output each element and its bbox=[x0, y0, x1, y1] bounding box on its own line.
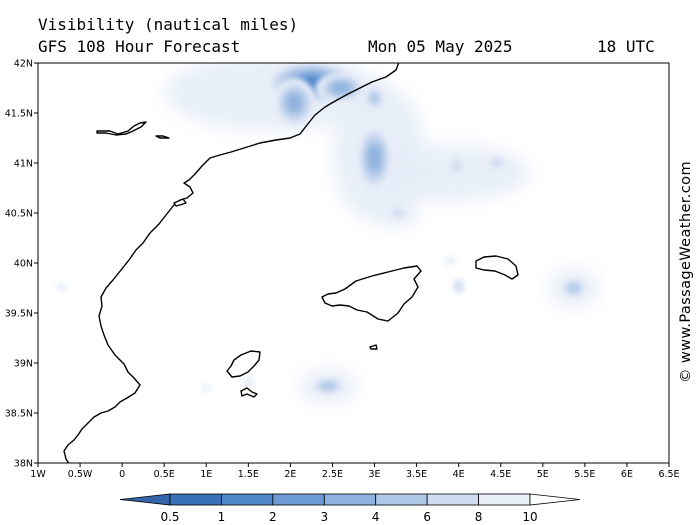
colorbar-segment bbox=[375, 493, 428, 506]
y-tick-label: 41N bbox=[14, 159, 33, 170]
visibility-patch bbox=[455, 281, 463, 291]
forecast-date: Mon 05 May 2025 bbox=[368, 37, 513, 56]
x-tick-label: 5E bbox=[537, 469, 549, 480]
x-tick-label: 2E bbox=[284, 469, 296, 480]
map-title: Visibility (nautical miles) bbox=[38, 15, 299, 34]
x-tick-label: 5.5E bbox=[574, 469, 595, 480]
visibility-patch bbox=[332, 82, 350, 94]
visibility-patch bbox=[445, 256, 456, 266]
colorbar-label: 10 bbox=[522, 510, 538, 524]
formentera-island bbox=[240, 387, 258, 398]
x-tick-label: 1W bbox=[30, 469, 46, 480]
colorbar-label: 4 bbox=[371, 510, 380, 524]
visibility-patch bbox=[391, 208, 405, 218]
longitude-axis: 1W 0.5W 0 0.5E 1E 1.5E 2E 2.5E 3E 3.5E 4E 4.5E 5E 5.5… bbox=[30, 463, 680, 480]
y-tick-label: 38N bbox=[14, 459, 33, 470]
colorbar-segment bbox=[323, 493, 377, 506]
x-tick-label: 0 bbox=[119, 469, 125, 480]
ebro-delta bbox=[173, 198, 187, 207]
x-tick-label: 2.5E bbox=[322, 469, 343, 480]
y-tick-label: 39.5N bbox=[5, 309, 33, 320]
mallorca-island bbox=[321, 265, 422, 322]
x-tick-label: 3E bbox=[369, 469, 381, 480]
y-tick-label: 38.5N bbox=[5, 409, 33, 420]
x-tick-label: 1.5E bbox=[238, 469, 259, 480]
visibility-patch bbox=[56, 282, 67, 292]
cabrera-islet bbox=[369, 344, 378, 350]
menorca-island bbox=[475, 255, 519, 280]
x-tick-label: 1E bbox=[200, 469, 212, 480]
forecast-subtitle: GFS 108 Hour Forecast bbox=[38, 37, 241, 56]
visibility-patch bbox=[490, 158, 503, 168]
visibility-patch bbox=[242, 377, 255, 389]
y-tick-label: 40N bbox=[14, 259, 33, 270]
colorbar-segment bbox=[272, 493, 325, 506]
colorbar-segment bbox=[169, 493, 222, 506]
colorbar-low-arrow bbox=[119, 493, 171, 506]
colorbar-segment bbox=[426, 493, 479, 506]
y-tick-label: 41.5N bbox=[5, 109, 33, 120]
passageweather-credit: © www.PassageWeather.com bbox=[678, 161, 694, 383]
coastlines bbox=[63, 63, 519, 463]
colorbar-label: 3 bbox=[320, 510, 329, 524]
colorbar-label: 8 bbox=[474, 510, 483, 524]
visibility-patch bbox=[370, 92, 380, 104]
visibility-patch bbox=[320, 382, 336, 390]
y-tick-label: 39N bbox=[14, 359, 33, 370]
colorbar-segment bbox=[221, 493, 274, 506]
x-tick-label: 0.5W bbox=[68, 469, 93, 480]
visibility-patch bbox=[567, 283, 580, 293]
x-tick-label: 0.5E bbox=[154, 469, 175, 480]
x-tick-label: 4E bbox=[453, 469, 465, 480]
x-tick-label: 6.5E bbox=[658, 469, 679, 480]
visibility-field bbox=[56, 63, 600, 403]
visibility-patch bbox=[368, 145, 381, 171]
colorbar-label: 2 bbox=[269, 510, 277, 524]
x-tick-label: 3.5E bbox=[406, 469, 427, 480]
x-tick-label: 6E bbox=[621, 469, 633, 480]
colorbar-segment bbox=[478, 493, 531, 506]
visibility-patch bbox=[202, 383, 211, 393]
y-tick-label: 40.5N bbox=[5, 209, 33, 220]
colorbar-label: 0.5 bbox=[160, 510, 180, 524]
colorbar-high-arrow bbox=[529, 493, 581, 506]
offshore-islet-2 bbox=[155, 135, 170, 139]
ibiza-island bbox=[226, 350, 261, 378]
visibility-patch bbox=[287, 94, 302, 112]
latitude-axis: 42N 41.5N 41N 40.5N 40N 39.5N 39N 38.5N 38N bbox=[5, 59, 38, 470]
colorbar-label: 1 bbox=[217, 510, 226, 524]
colorbar bbox=[119, 493, 581, 506]
iberian-coastline bbox=[63, 63, 400, 463]
y-tick-label: 42N bbox=[14, 59, 33, 70]
offshore-islet-1 bbox=[96, 121, 147, 136]
x-tick-label: 4.5E bbox=[490, 469, 511, 480]
colorbar-label: 6 bbox=[423, 510, 431, 524]
visibility-patch bbox=[450, 159, 462, 173]
forecast-time: 18 UTC bbox=[597, 37, 655, 56]
